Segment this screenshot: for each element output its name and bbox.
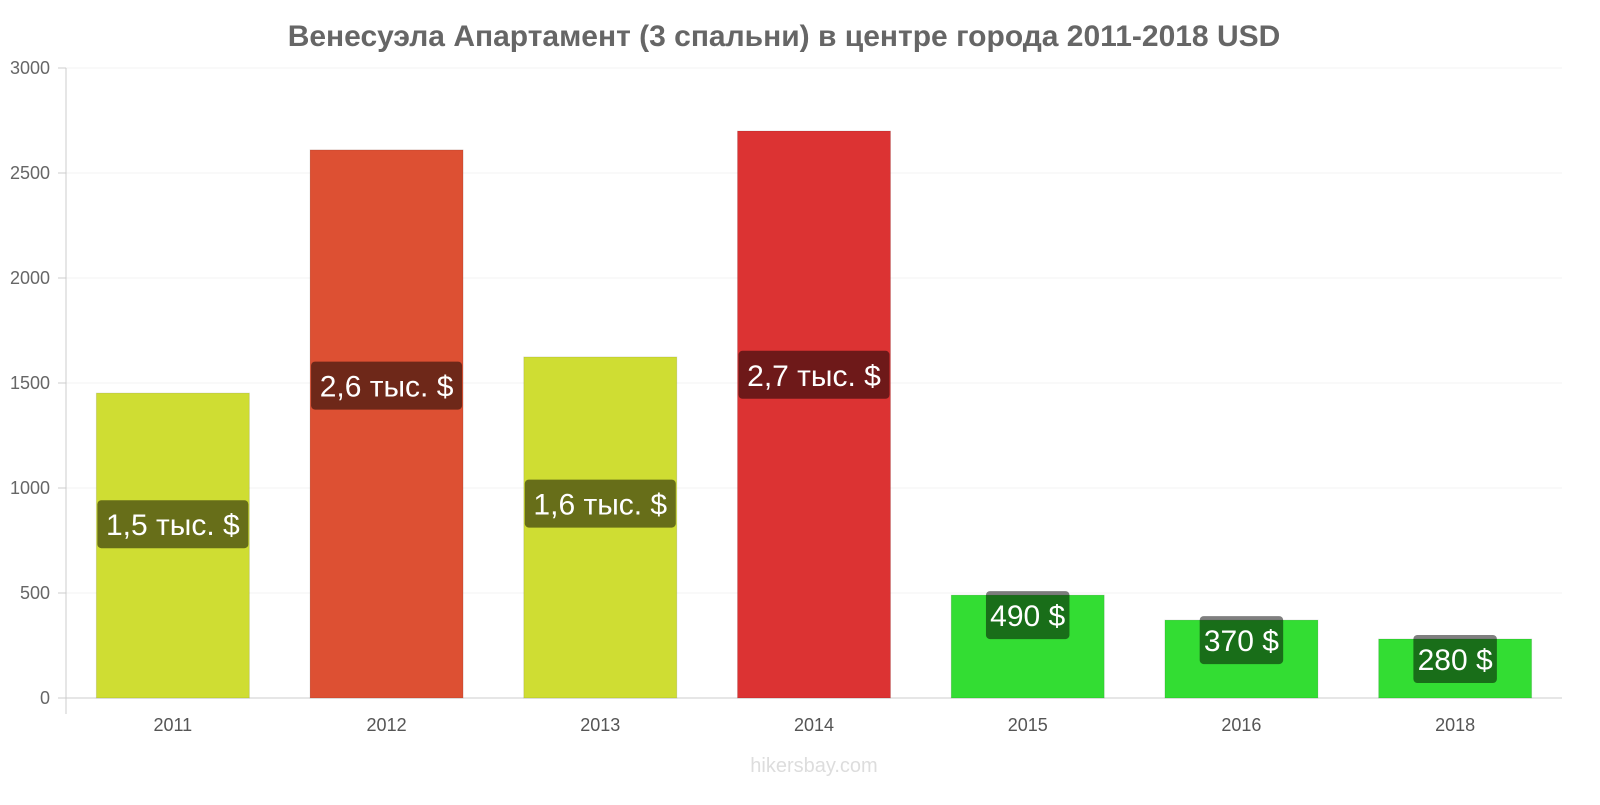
x-tick-label: 2016 [1221, 715, 1261, 735]
data-label-box [738, 350, 890, 399]
y-tick-label: 0 [40, 688, 50, 708]
data-label: 2,7 тыс. $ [747, 360, 881, 393]
watermark: hikersbay.com [750, 755, 877, 777]
data-label: 2,6 тыс. $ [320, 371, 454, 404]
bar-2014 [737, 130, 891, 699]
chart-title: Венесуэла Апартамент (3 спальни) в центр… [288, 20, 1281, 53]
data-label-box [524, 479, 676, 528]
data-label-box [97, 500, 249, 549]
data-label-box [985, 591, 1070, 640]
data-label: 1,5 тыс. $ [106, 509, 240, 542]
x-tick-label: 2012 [367, 715, 407, 735]
y-tick-label: 500 [20, 583, 50, 603]
data-label: 1,6 тыс. $ [533, 489, 667, 522]
x-tick-label: 2011 [153, 715, 192, 735]
data-label: 490 $ [990, 600, 1065, 633]
x-tick-label: 2015 [1008, 715, 1048, 735]
data-label-box [1199, 616, 1284, 665]
x-tick-label: 2018 [1435, 715, 1475, 735]
data-label: 280 $ [1418, 644, 1493, 677]
bar-2012 [309, 149, 464, 699]
x-tick-label: 2013 [580, 715, 620, 735]
data-label-box [1413, 634, 1497, 683]
y-tick-label: 2000 [10, 268, 50, 288]
y-tick-label: 1500 [10, 373, 50, 393]
x-tick-label: 2014 [794, 715, 834, 735]
data-label: 370 $ [1204, 625, 1279, 658]
y-tick-label: 1000 [10, 478, 50, 498]
data-label-box [311, 361, 463, 410]
y-tick-label: 2500 [10, 163, 50, 183]
y-tick-label: 3000 [10, 58, 50, 78]
